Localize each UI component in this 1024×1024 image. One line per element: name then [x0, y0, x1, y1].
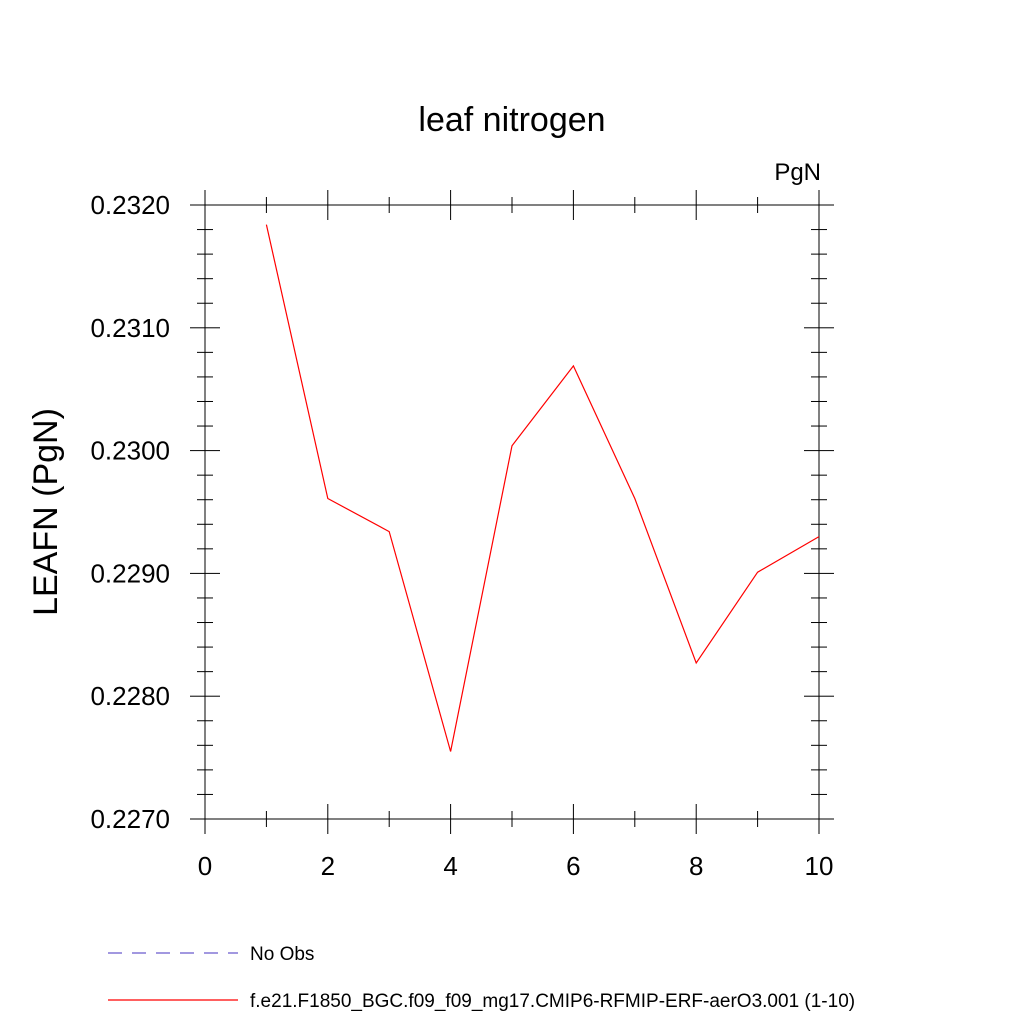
- x-tick-label: 10: [805, 851, 834, 881]
- units-label: PgN: [774, 159, 821, 186]
- y-tick-label: 0.2300: [90, 436, 170, 466]
- x-tick-label: 2: [321, 851, 335, 881]
- chart-title: leaf nitrogen: [418, 101, 605, 139]
- y-tick-labels: 0.2270 0.2280 0.2290 0.2300 0.2310 0.2320: [90, 190, 170, 834]
- y-axis-label: LEAFN (PgN): [27, 408, 65, 616]
- y-tick-label: 0.2310: [90, 313, 170, 343]
- legend-label: f.e21.F1850_BGC.f09_f09_mg17.CMIP6-RFMIP…: [250, 991, 855, 1012]
- x-tick-labels: 0 2 4 6 8 10: [198, 851, 834, 881]
- x-tick-label: 0: [198, 851, 212, 881]
- legend: No Obs f.e21.F1850_BGC.f09_f09_mg17.CMIP6…: [108, 944, 855, 1012]
- legend-label: No Obs: [250, 944, 314, 965]
- y-tick-label: 0.2270: [90, 804, 170, 834]
- y-tick-label: 0.2280: [90, 681, 170, 711]
- series-line: [265, 224, 820, 752]
- x-tick-label: 6: [566, 851, 580, 881]
- x-tick-label: 4: [443, 851, 457, 881]
- y-tick-label: 0.2290: [90, 558, 170, 588]
- series-layer: [265, 224, 820, 752]
- plot-frame: [204, 204, 820, 820]
- y-tick-label: 0.2320: [90, 190, 170, 220]
- x-tick-label: 8: [689, 851, 703, 881]
- axis-ticks: [190, 190, 834, 834]
